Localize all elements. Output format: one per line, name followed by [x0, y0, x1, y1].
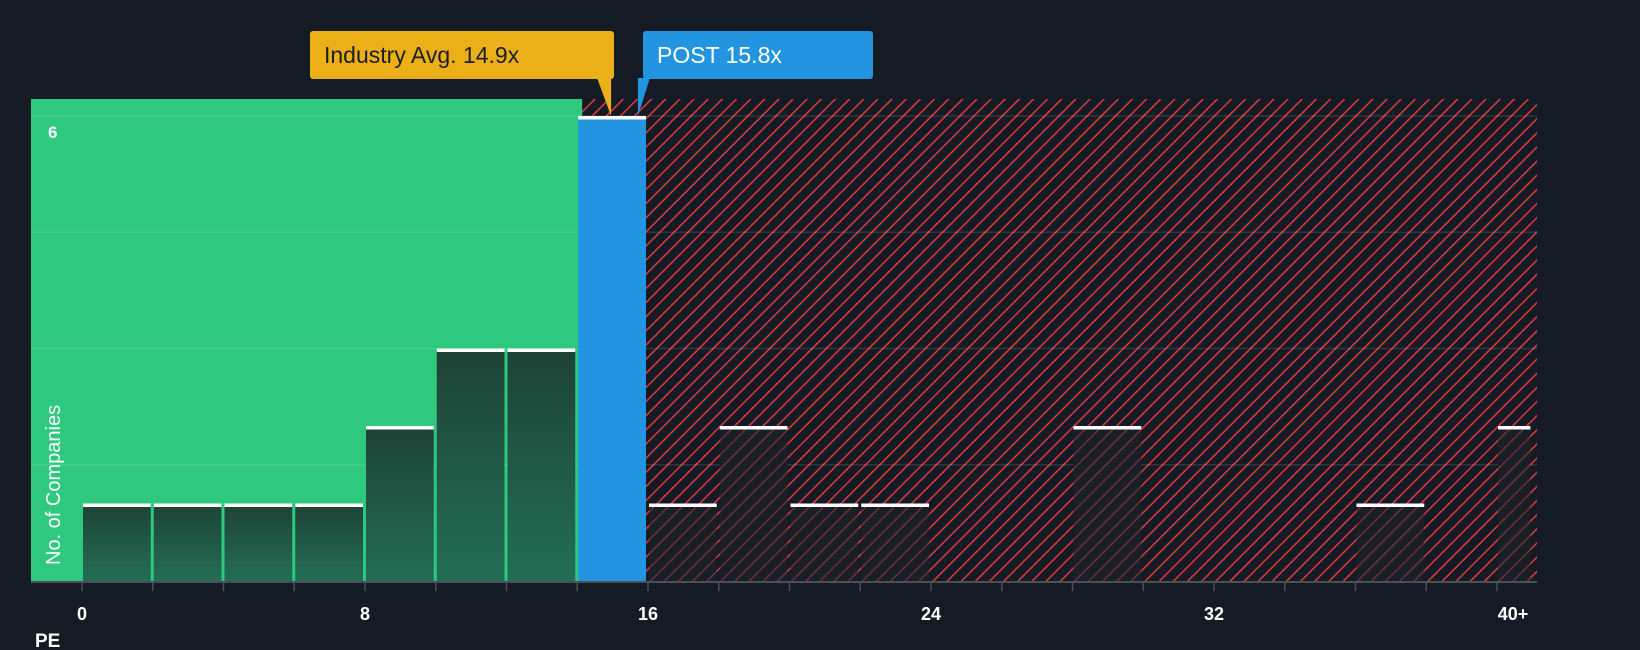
bar-top-marker: [1073, 426, 1142, 430]
histogram-bar: [1356, 503, 1425, 581]
industry-average-pointer: [597, 78, 612, 116]
y-axis-title: No. of Companies: [43, 405, 65, 565]
bar-top-marker: [83, 503, 151, 507]
x-tick-label: 40+: [1498, 604, 1529, 624]
x-tick-label: 32: [1204, 604, 1224, 624]
x-tick-label: 24: [921, 604, 941, 624]
bar-top-marker: [366, 426, 434, 430]
histogram-bar: [861, 503, 929, 581]
histogram-bar: [578, 116, 646, 581]
x-axis: 0 8 16 24 32 40+: [31, 581, 1537, 624]
histogram-bar: [83, 503, 151, 581]
histogram-bar: [436, 348, 505, 581]
label-pointers: [597, 78, 650, 116]
company-pe-label: POST 15.8x: [643, 31, 873, 79]
histogram-bar: [649, 503, 717, 581]
histogram-bar: [224, 503, 293, 581]
bar-top-marker: [224, 503, 293, 507]
histogram-bar: [366, 426, 434, 581]
bar-top-marker: [295, 503, 363, 507]
company-pointer: [637, 78, 650, 116]
y-axis-top-tick: 6: [48, 123, 57, 142]
bar-top-marker: [649, 503, 717, 507]
histogram-bar: [790, 503, 859, 581]
x-axis-title: PE: [35, 631, 60, 650]
bar-top-marker: [436, 348, 505, 352]
histogram-bar: [295, 503, 363, 581]
bar-top-marker: [790, 503, 859, 507]
bar-top-marker: [1498, 426, 1531, 430]
x-tick-label: 8: [360, 604, 370, 624]
histogram-bar: [153, 503, 222, 581]
x-tick-label: 0: [77, 604, 87, 624]
x-tick-label: 16: [638, 604, 658, 624]
bar-top-marker: [507, 348, 576, 352]
bar-top-marker: [153, 503, 222, 507]
histogram-bar: [507, 348, 576, 581]
bar-top-marker: [719, 426, 788, 430]
histogram-bar: [719, 426, 788, 581]
bar-top-marker: [578, 116, 646, 120]
histogram-bar: [1073, 426, 1142, 581]
bar-top-marker: [861, 503, 929, 507]
histogram-bar: [1498, 426, 1531, 581]
industry-average-label: Industry Avg. 14.9x: [310, 31, 614, 79]
bars: [83, 116, 1531, 581]
gridlines: [31, 115, 1537, 466]
bar-top-marker: [1356, 503, 1425, 507]
